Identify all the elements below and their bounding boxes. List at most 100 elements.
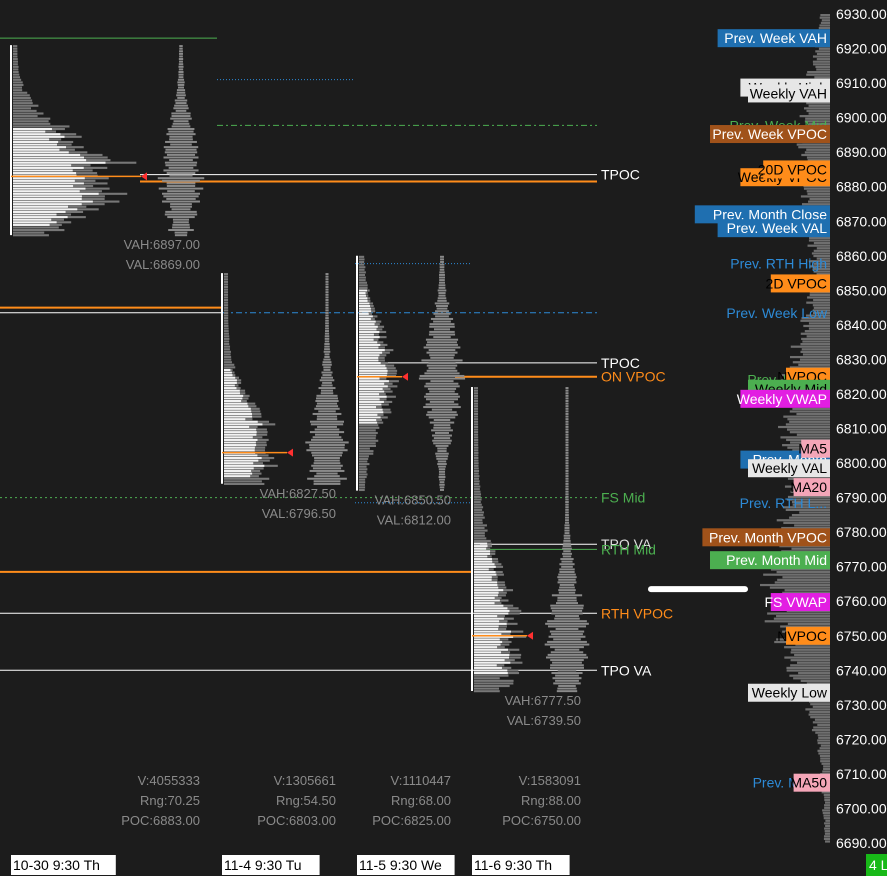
vap-bar [805, 708, 830, 711]
vap-bar [816, 273, 830, 276]
tpo-va-row [359, 367, 387, 370]
tpo-row [474, 436, 479, 439]
time-label-bg [357, 855, 455, 875]
tpo-row [359, 431, 378, 435]
vap-bar [789, 410, 830, 413]
session-volume-bar [423, 346, 461, 349]
vap-bar [789, 420, 830, 423]
tpo-va-row [224, 428, 257, 431]
tpo-row [359, 279, 366, 282]
vah-label: VAH:6850.50 [375, 493, 451, 508]
tpo-row [224, 322, 229, 325]
vap-bar [806, 73, 830, 76]
session-volume-bar [557, 599, 577, 602]
tpo-row [474, 472, 479, 475]
tpo-row [474, 490, 481, 493]
time-label[interactable]: 11-5 9:30 We [357, 855, 455, 875]
session-volume-bar [176, 94, 186, 97]
tpo-va-row [224, 384, 235, 387]
session-volume-bar [312, 467, 342, 470]
session-volume-bar [325, 280, 329, 283]
tpo-row [224, 340, 230, 343]
price-level-name: NVPOC [777, 628, 827, 644]
session-volume-bar [429, 330, 455, 333]
session-volume-bar [427, 341, 457, 344]
session-volume-bar [429, 354, 455, 357]
session-volume-bar [162, 200, 200, 203]
time-axis[interactable]: 10-30 9:30 Th 11-4 9:30 Tu 11-5 9:30 We 11-… [11, 855, 570, 875]
tpo-va-row [359, 299, 368, 302]
tpo-row [359, 483, 365, 486]
vap-bar [823, 817, 830, 820]
tpo-row [474, 506, 484, 509]
session-volume-bar [424, 395, 460, 398]
vap-bar [824, 806, 830, 809]
session-volume-bar [565, 415, 569, 418]
session-volume-bar [430, 380, 454, 383]
session-volume-bar [178, 63, 184, 66]
volume-label: V:4055333 [138, 773, 200, 788]
session-volume-bar [179, 47, 183, 50]
time-label[interactable]: 10-30 9:30 Th [11, 855, 116, 875]
tpo-va-row [474, 586, 499, 589]
tpo-va-row [13, 216, 68, 219]
tpo-va-row [474, 664, 497, 667]
vap-bar [801, 337, 830, 341]
session-volume-bar [321, 371, 333, 374]
tpo-va-row [13, 210, 66, 213]
tpo-row [224, 286, 229, 289]
time-label[interactable]: 11-6 9:30 Th [472, 855, 570, 875]
session-volume-bar [438, 292, 446, 295]
session-volume-bar [324, 355, 330, 358]
tpo-row [474, 431, 479, 434]
session-volume-bar [565, 436, 569, 439]
tpo-row [224, 291, 229, 294]
tpo-row [474, 410, 479, 413]
session-volume-bar [163, 156, 199, 159]
tpo-row [13, 122, 51, 125]
session-volume-bar [565, 480, 569, 483]
tpo-va-row [224, 387, 237, 390]
tpo-va-row [359, 403, 382, 406]
tpo-row [474, 682, 514, 685]
session-volume-bar [431, 429, 453, 432]
price-marker-bar [648, 586, 748, 593]
tpo-row [359, 424, 379, 427]
session-profile [221, 273, 349, 486]
tpo-row [13, 96, 31, 99]
tpo-va-row [474, 627, 499, 631]
session-volume-bar [553, 638, 581, 641]
vap-bar [769, 586, 830, 589]
session-volume-bar [164, 213, 198, 216]
session-volume-bar [426, 413, 458, 416]
tpo-va-row [474, 646, 498, 649]
time-label[interactable]: 11-4 9:30 Tu [222, 855, 320, 875]
vap-bar [800, 350, 830, 353]
poc-marker [402, 372, 408, 381]
tpo-row [474, 503, 482, 506]
session-volume-bar [323, 350, 331, 353]
tpo-va-row [359, 372, 388, 375]
tpo-row [474, 529, 488, 532]
tpo-va-row [474, 643, 501, 646]
tpo-row [13, 86, 23, 89]
session-volume-bar [164, 151, 198, 154]
tpo-row [359, 263, 365, 266]
tpo-va-row [474, 615, 498, 618]
session-volume-bar [166, 133, 196, 136]
vap-bar [806, 682, 830, 685]
tpo-va-row [13, 184, 74, 188]
price-axis[interactable]: 6930.00 6920.00 6910.00 6900.00 6890.00 6880.… [832, 0, 887, 876]
vap-bar [816, 247, 830, 250]
session-volume-bar [169, 159, 193, 162]
tpo-row [474, 462, 479, 465]
vap-bar [813, 726, 830, 729]
tpo-va-row [224, 368, 231, 372]
session-volume-bar [171, 112, 191, 115]
price-tick: 6930.00 [836, 6, 887, 22]
connection-status-badge[interactable]: 4 L [866, 854, 887, 876]
session-volume-bar [324, 345, 330, 348]
session-volume-bar [171, 208, 191, 211]
